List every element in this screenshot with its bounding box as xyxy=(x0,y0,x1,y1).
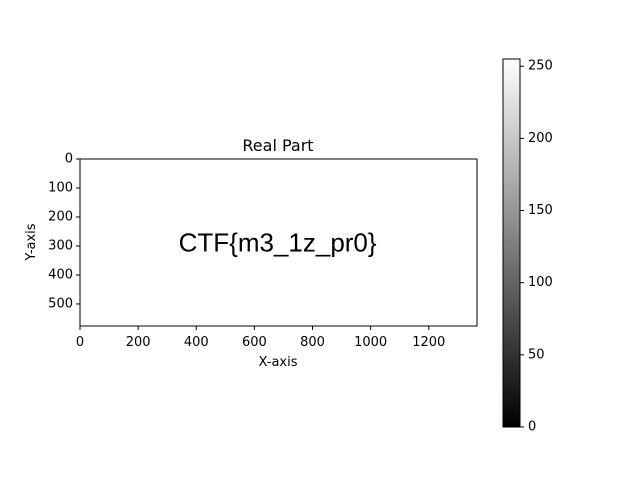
colorbar-tick-label: 200 xyxy=(528,131,553,146)
colorbar-tick-label: 100 xyxy=(528,275,553,290)
x-tick-label: 1000 xyxy=(354,335,387,350)
x-tick-label: 1200 xyxy=(412,335,445,350)
y-axis-ticks: 0 100 200 300 400 500 xyxy=(48,152,80,311)
colorbar-ticks: 0 50 100 150 200 250 xyxy=(520,59,553,435)
x-axis-ticks: 0 200 400 600 800 1000 1200 xyxy=(76,326,445,350)
colorbar-tick-label: 150 xyxy=(528,203,553,218)
x-tick-label: 200 xyxy=(126,335,151,350)
y-tick-label: 400 xyxy=(48,267,73,282)
y-tick-label: 300 xyxy=(48,238,73,253)
colorbar-tick-label: 250 xyxy=(528,59,553,74)
y-axis-label: Y-axis xyxy=(24,223,39,261)
x-tick-label: 800 xyxy=(300,335,325,350)
y-tick-label: 100 xyxy=(48,180,73,195)
x-tick-label: 0 xyxy=(76,335,84,350)
y-tick-label: 0 xyxy=(65,152,73,167)
x-tick-label: 600 xyxy=(242,335,267,350)
image-plot: CTF{m3_1z_pr0} 0 200 400 600 800 1000 1200 0 10… xyxy=(48,152,478,350)
colorbar-frame xyxy=(502,58,521,428)
plot-frame xyxy=(79,158,478,327)
colorbar-tick-label: 50 xyxy=(528,347,545,362)
image-text: CTF{m3_1z_pr0} xyxy=(179,228,377,258)
colorbar-tick-label: 0 xyxy=(528,420,536,435)
x-axis-label: X-axis xyxy=(259,355,298,370)
colorbar-gradient xyxy=(503,59,520,427)
image-area xyxy=(80,159,477,326)
x-tick-label: 400 xyxy=(184,335,209,350)
colorbar: 0 50 100 150 200 250 xyxy=(502,58,553,435)
chart-title: Real Part xyxy=(242,136,313,155)
y-tick-label: 500 xyxy=(48,296,73,311)
y-tick-label: 200 xyxy=(48,209,73,224)
